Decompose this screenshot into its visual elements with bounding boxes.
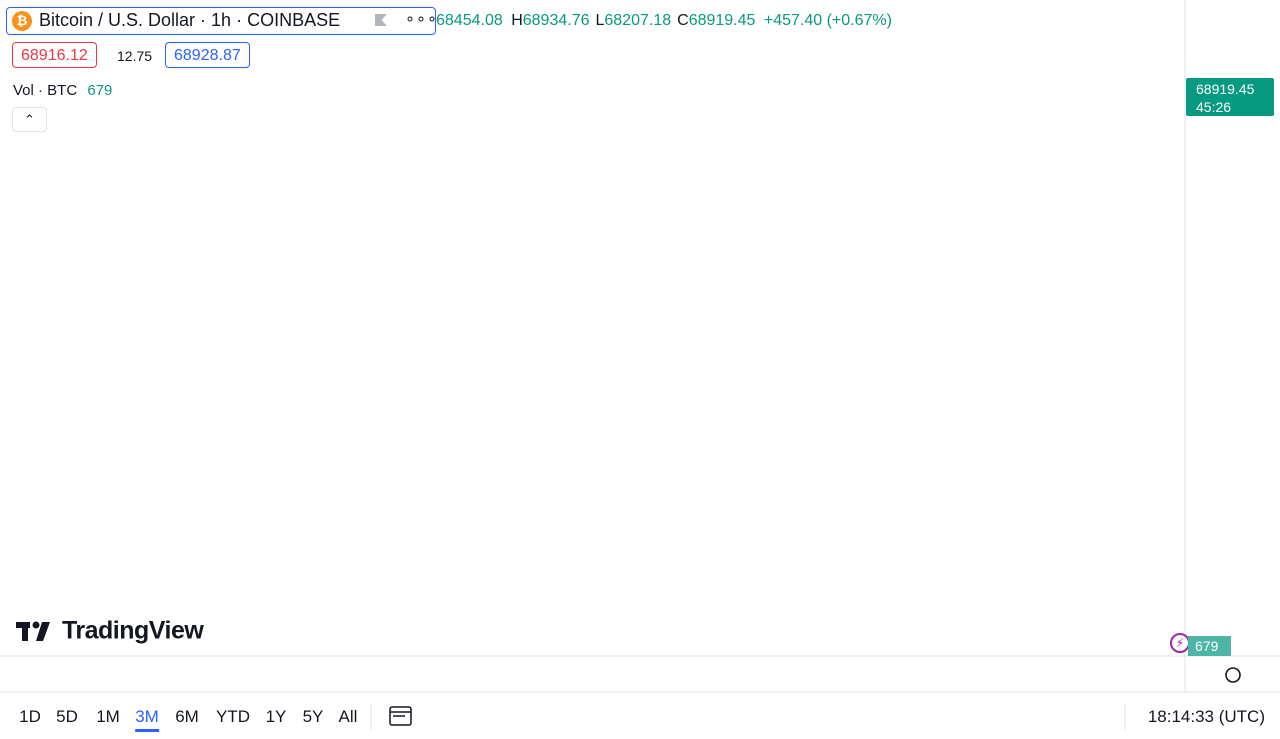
collapse-button[interactable]: ⌃: [12, 107, 47, 132]
clock: 18:14:33 (UTC): [1147, 707, 1265, 726]
range-button[interactable]: 1Y: [265, 707, 287, 726]
vol-value: 679: [87, 82, 113, 99]
vol-legend: Vol · BTC 679: [13, 82, 112, 99]
btc-icon: ₿: [12, 11, 32, 31]
ohlc-legend: 68454.08 H68934.76 L68207.18 C68919.45 +45…: [436, 12, 892, 30]
countdown: 45:26: [1196, 98, 1232, 115]
range-button[interactable]: 1M: [96, 707, 120, 726]
ohlc-value: 68934.76: [522, 12, 590, 29]
ohlc-value: 68919.45: [688, 12, 756, 29]
vol-label: Vol · BTC: [13, 82, 78, 99]
range-button[interactable]: 3M: [135, 707, 159, 732]
range-button[interactable]: 1D: [19, 707, 41, 726]
ohlc-label: C: [677, 12, 689, 29]
logo-icon: [16, 621, 50, 641]
range-button[interactable]: 5Y: [302, 707, 324, 726]
flag-icon[interactable]: [375, 14, 387, 26]
range-button[interactable]: YTD: [216, 707, 250, 726]
more-icon[interactable]: ∘∘∘: [405, 11, 439, 28]
last-price-box: 68919.45 45:26: [1186, 77, 1274, 116]
range-button[interactable]: 6M: [175, 707, 199, 726]
last-price: 68919.45: [1196, 80, 1255, 97]
range-button[interactable]: All: [338, 707, 358, 726]
bid[interactable]: 68916.12: [12, 42, 97, 68]
range-button[interactable]: 5D: [56, 707, 78, 726]
settings-icon[interactable]: [1225, 667, 1241, 683]
calendar-icon[interactable]: [389, 706, 412, 726]
change: +457.40 (+0.67%): [763, 12, 892, 29]
spread: 12.75: [117, 48, 153, 64]
logo-text: TradingView: [62, 617, 204, 645]
volume-price-label: 679: [1188, 636, 1231, 656]
symbol-box[interactable]: ₿ Bitcoin / U.S. Dollar · 1h · COINBASE …: [6, 7, 439, 35]
ohlc-label: L: [595, 12, 605, 29]
ask[interactable]: 68928.87: [165, 42, 250, 68]
ohlc-value: 68207.18: [604, 12, 672, 29]
alert-icon[interactable]: ⚡: [1170, 633, 1190, 653]
ohlc-label: H: [511, 12, 523, 29]
open-value: 68454.08: [436, 12, 503, 29]
symbol-title: Bitcoin / U.S. Dollar · 1h · COINBASE: [39, 10, 341, 30]
